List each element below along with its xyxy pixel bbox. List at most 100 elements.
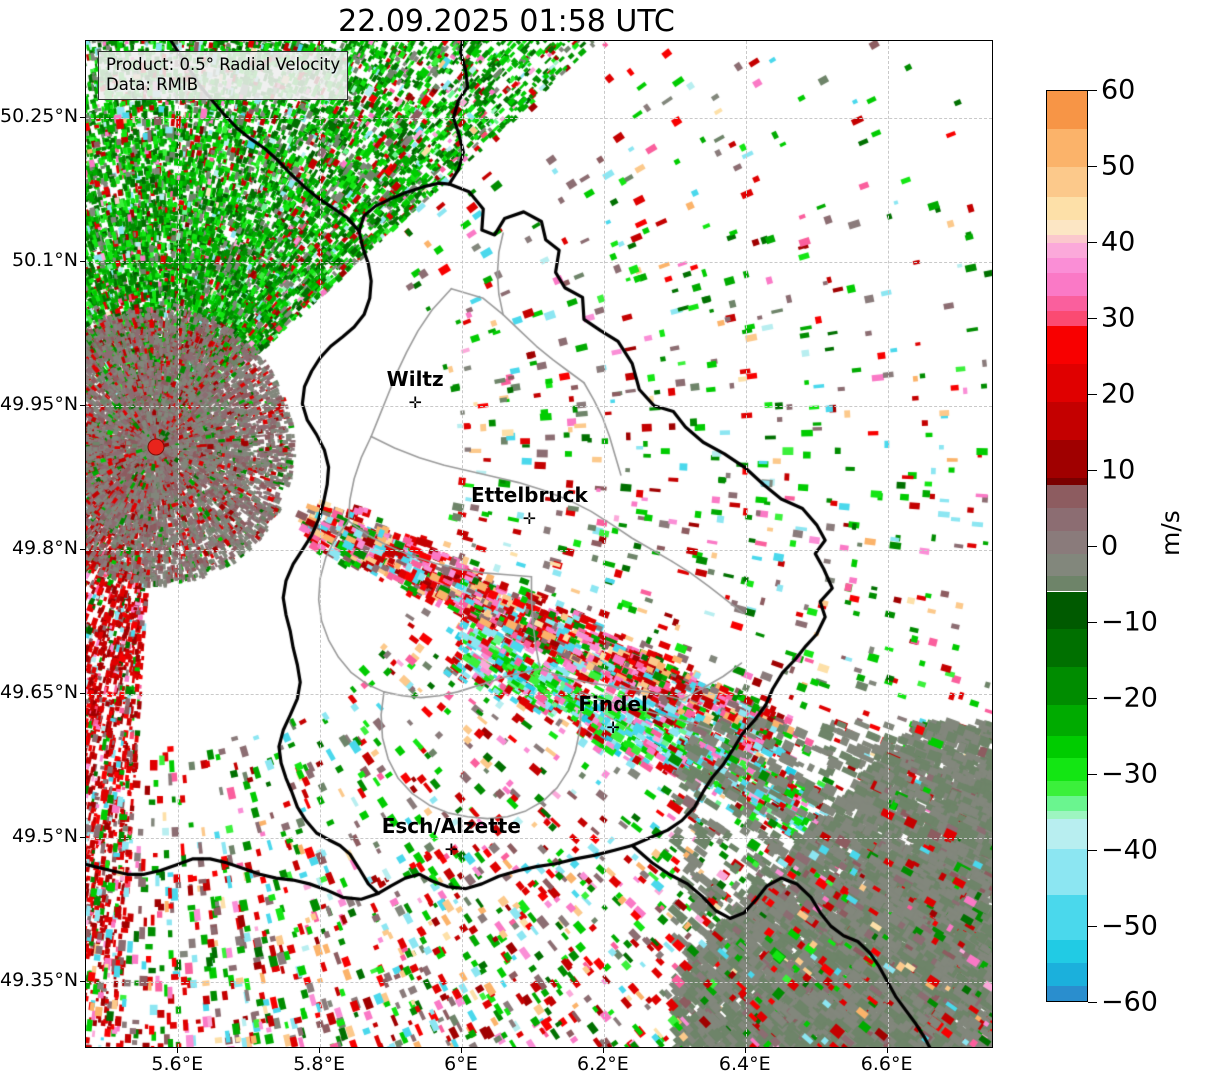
colorbar-segment-5 — [1047, 235, 1087, 243]
info-data-line: Data: RMIB — [106, 75, 199, 94]
gridline-horizontal-1 — [86, 261, 992, 263]
gridline-horizontal-5 — [86, 837, 992, 839]
colorbar-tick-label-12: −60 — [1101, 986, 1158, 1018]
x-tick-mark-0 — [177, 1048, 179, 1053]
gridline-vertical-0 — [178, 41, 180, 1047]
page-title: 22.09.2025 01:58 UTC — [338, 4, 675, 39]
info-box: Product: 0.5° Radial Velocity Data: RMIB — [98, 51, 349, 100]
colorbar-segment-12 — [1047, 364, 1087, 402]
y-tick-label-6: 49.35°N — [0, 968, 79, 991]
city-label-ettelbruck: Ettelbruck — [470, 482, 588, 507]
colorbar-segment-26 — [1047, 758, 1087, 782]
colorbar-segment-0 — [1047, 91, 1087, 129]
x-tick-label-1: 5.8°E — [293, 1053, 345, 1075]
y-tick-mark-5 — [80, 836, 85, 838]
colorbar-unit-label: m/s — [1156, 510, 1185, 556]
gridline-vertical-2 — [461, 41, 463, 1047]
radar-map-plot[interactable]: Wiltz ✛ Ettelbruck ✛ Findel ✛ Esch/Alzette ✛ Pr… — [85, 40, 993, 1048]
colorbar-tick-mark-7 — [1088, 622, 1097, 623]
colorbar-tick-label-6: 0 — [1101, 530, 1119, 562]
colorbar-segment-11 — [1047, 326, 1087, 364]
colorbar-tick-mark-10 — [1088, 850, 1097, 851]
y-tick-mark-4 — [80, 692, 85, 694]
x-tick-label-3: 6.2°E — [576, 1053, 629, 1075]
colorbar-segment-9 — [1047, 295, 1087, 311]
city-label-wiltz: Wiltz — [386, 367, 444, 392]
colorbar-tick-label-8: −20 — [1101, 682, 1158, 714]
radar-canvas-wrap — [86, 41, 992, 1047]
colorbar-segment-8 — [1047, 273, 1087, 296]
gridline-horizontal-0 — [86, 117, 992, 119]
y-tick-label-4: 49.65°N — [0, 680, 79, 703]
colorbar-tick-label-7: −10 — [1101, 606, 1158, 638]
x-tick-mark-3 — [602, 1048, 604, 1053]
colorbar-tick-label-2: 40 — [1101, 226, 1136, 258]
colorbar-tick-label-4: 20 — [1101, 378, 1136, 410]
x-tick-mark-4 — [744, 1048, 746, 1053]
city-marker-esch-alzette: ✛ — [444, 839, 459, 859]
city-label-esch-alzette: Esch/Alzette — [381, 813, 521, 838]
y-tick-mark-1 — [80, 260, 85, 262]
gridline-horizontal-6 — [86, 981, 992, 983]
colorbar-segment-13 — [1047, 401, 1087, 440]
colorbar-segment-33 — [1047, 940, 1087, 964]
colorbar-segment-24 — [1047, 705, 1087, 736]
colorbar-segment-2 — [1047, 166, 1087, 198]
y-tick-label-3: 49.8°N — [11, 536, 78, 559]
x-tick-label-0: 5.6°E — [151, 1053, 204, 1075]
x-tick-mark-1 — [319, 1048, 321, 1053]
y-tick-mark-3 — [80, 548, 85, 550]
colorbar-tick-label-11: −50 — [1101, 910, 1158, 942]
colorbar-tick-label-9: −30 — [1101, 758, 1158, 790]
colorbar-segment-17 — [1047, 508, 1087, 531]
x-tick-label-2: 6°E — [444, 1053, 478, 1075]
colorbar-tick-mark-4 — [1088, 394, 1097, 395]
colorbar-tick-mark-1 — [1088, 166, 1097, 167]
colorbar-segment-16 — [1047, 485, 1087, 509]
x-tick-mark-2 — [460, 1048, 462, 1053]
city-marker-findel: ✛ — [606, 717, 620, 737]
colorbar-segment-28 — [1047, 796, 1087, 812]
colorbar-segment-14 — [1047, 439, 1087, 478]
y-tick-label-0: 50.25°N — [0, 104, 79, 127]
x-tick-label-4: 6.4°E — [718, 1053, 771, 1075]
colorbar-tick-label-5: 10 — [1101, 454, 1136, 486]
colorbar-segment-21 — [1047, 591, 1087, 630]
colorbar-tick-label-10: −40 — [1101, 834, 1158, 866]
map-border-layer — [86, 41, 992, 1047]
gridline-horizontal-3 — [86, 549, 992, 551]
colorbar-segment-25 — [1047, 735, 1087, 759]
colorbar-segment-18 — [1047, 530, 1087, 554]
colorbar-tick-mark-2 — [1088, 242, 1097, 243]
y-tick-mark-2 — [80, 404, 85, 406]
colorbar-tick-label-1: 50 — [1101, 150, 1136, 182]
colorbar-tick-mark-9 — [1088, 774, 1097, 775]
city-marker-ettelbruck: ✛ — [522, 508, 537, 528]
y-tick-label-5: 49.5°N — [11, 824, 78, 847]
colorbar-segment-27 — [1047, 781, 1087, 797]
colorbar-tick-label-3: 30 — [1101, 302, 1136, 334]
colorbar-segment-19 — [1047, 553, 1087, 577]
colorbar-tick-mark-12 — [1088, 1002, 1097, 1003]
colorbar-gradient — [1046, 90, 1088, 1002]
colorbar-segment-1 — [1047, 128, 1087, 167]
colorbar-tick-mark-6 — [1088, 546, 1097, 547]
colorbar-segment-34 — [1047, 963, 1087, 986]
colorbar-segment-15 — [1047, 477, 1087, 486]
colorbar-segment-35 — [1047, 985, 1087, 1001]
gridline-horizontal-4 — [86, 693, 992, 695]
y-tick-mark-0 — [80, 116, 85, 118]
colorbar-tick-mark-3 — [1088, 318, 1097, 319]
y-tick-label-1: 50.1°N — [11, 248, 78, 271]
gridline-horizontal-2 — [86, 405, 992, 407]
colorbar-tick-mark-0 — [1088, 90, 1097, 91]
colorbar-segment-7 — [1047, 257, 1087, 273]
colorbar-segment-32 — [1047, 894, 1087, 941]
gridline-vertical-3 — [603, 41, 605, 1047]
x-tick-mark-5 — [886, 1048, 888, 1053]
colorbar — [1046, 90, 1088, 1002]
colorbar-tick-label-0: 60 — [1101, 74, 1136, 106]
gridline-vertical-4 — [745, 41, 747, 1047]
colorbar-tick-mark-11 — [1088, 926, 1097, 927]
info-product-line: Product: 0.5° Radial Velocity — [106, 55, 341, 74]
